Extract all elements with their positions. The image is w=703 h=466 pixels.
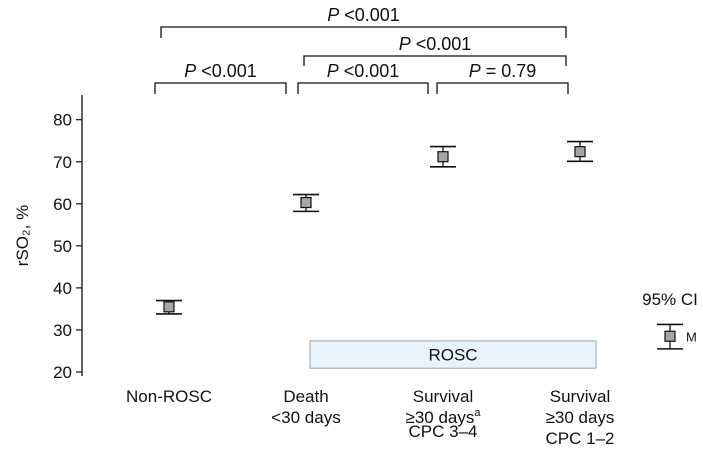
comparison-bracket <box>154 82 287 94</box>
y-tick-label: 80 <box>53 111 72 130</box>
x-category-label: Non-ROSC <box>126 387 212 406</box>
y-tick-label: 30 <box>53 321 72 340</box>
x-category-label: Death <30 days <box>271 387 340 427</box>
point-1-mean-marker <box>300 196 312 209</box>
comparison-bracket <box>303 55 567 66</box>
comparison-bracket <box>160 26 567 38</box>
comparison-bracket <box>436 82 569 94</box>
comparison-p-value: P = 0.79 <box>469 61 537 81</box>
x-category-label: Survival ≥30 days CPC 1–2 <box>546 387 615 448</box>
legend-mean-marker <box>664 330 676 342</box>
comparison-p-value: P <0.001 <box>184 61 257 81</box>
legend-marker-label: M <box>686 329 697 344</box>
comparison-p-value: P <0.001 <box>327 5 400 25</box>
point-0-mean-marker <box>163 301 175 313</box>
y-tick-label: 60 <box>53 195 72 214</box>
y-tick-label: 20 <box>53 363 72 382</box>
point-2-mean-marker <box>437 151 449 163</box>
rosc-group-label: ROSC <box>428 346 477 365</box>
legend-title: 95% CI <box>642 290 698 309</box>
x-category-label: Survival ≥30 daysa CPC 3–4 <box>406 387 482 441</box>
y-tick-label: 50 <box>53 237 72 256</box>
comparison-p-value: P <0.001 <box>399 34 472 54</box>
y-tick-label: 40 <box>53 279 72 298</box>
comparison-bracket <box>297 82 429 94</box>
point-3-mean-marker <box>574 146 586 158</box>
rosc-group-box <box>309 340 597 369</box>
y-tick-label: 70 <box>53 153 72 172</box>
comparison-p-value: P <0.001 <box>327 61 400 81</box>
y-axis-label: rSO₂, % <box>13 205 32 266</box>
